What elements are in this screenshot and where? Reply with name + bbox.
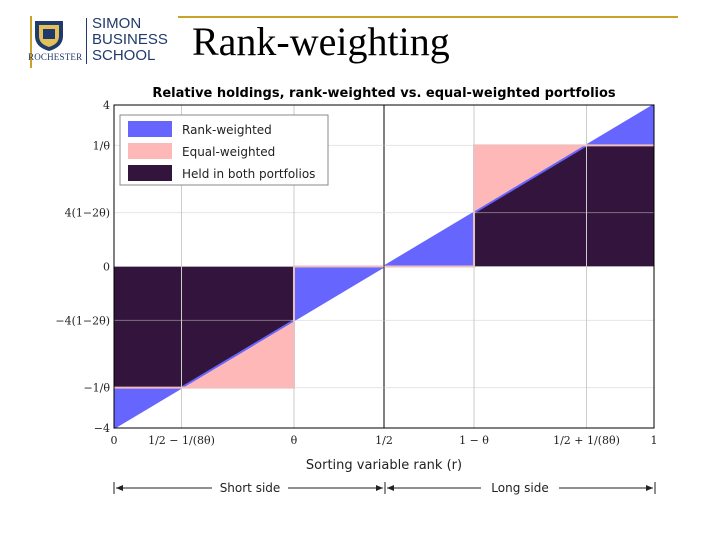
logo-university: ROCHESTER <box>28 52 83 62</box>
arrow-head-icon <box>646 485 653 491</box>
logo-line-2: BUSINESS <box>92 31 168 48</box>
legend-rank-label: Rank-weighted <box>182 123 272 137</box>
y-tick-label-6: −4 <box>94 422 110 435</box>
plot-frame <box>113 104 655 429</box>
legend-equal-label: Equal-weighted <box>182 145 275 159</box>
legend-swatch-rank <box>128 121 172 137</box>
legend: Rank-weighted Equal-weighted Held in bot… <box>119 114 329 186</box>
x-tick-label-2: θ <box>291 434 298 447</box>
y-tick-label-2: 4(1−2θ) <box>65 207 110 220</box>
tick-labels: 0 1/2 − 1/(8θ) θ 1/2 1 − θ 1/2 + 1/(8θ) 1 4 1/θ 4… <box>55 99 657 447</box>
header-accent-left <box>30 16 32 68</box>
x-tick-label-4: 1 − θ <box>459 434 489 447</box>
logo-divider <box>86 18 87 64</box>
legend-both-label: Held in both portfolios <box>182 167 315 181</box>
logo-line-3: SCHOOL <box>92 47 156 64</box>
x-tick-label-0: 0 <box>111 434 118 447</box>
logo-wordmark: SIMON BUSINESS SCHOOL <box>92 16 168 64</box>
both-area-long <box>474 145 654 267</box>
y-tick-label-1: 1/θ <box>93 139 111 152</box>
grid-lines <box>114 105 654 428</box>
plot-area <box>113 104 655 429</box>
y-tick-label-0: 4 <box>103 99 110 112</box>
short-side-label: Short side <box>220 481 281 495</box>
logo-line-1: SIMON <box>92 15 142 32</box>
arrow-head-icon <box>116 485 123 491</box>
y-tick-label-5: −1/θ <box>83 382 110 395</box>
header-accent-rule <box>178 16 678 18</box>
legend-swatch-equal <box>128 143 172 159</box>
chart-title: Relative holdings, rank-weighted vs. equ… <box>152 86 616 101</box>
legend-swatch-both <box>128 165 172 181</box>
x-tick-label-3: 1/2 <box>375 434 393 447</box>
both-area-short <box>114 266 294 388</box>
school-logo: ROCHESTER SIMON BUSINESS SCHOOL <box>28 16 168 68</box>
arrow-head-icon <box>376 485 383 491</box>
y-tick-label-3: 0 <box>103 261 110 274</box>
long-side-label: Long side <box>491 481 548 495</box>
arrow-head-icon <box>387 485 394 491</box>
y-tick-label-4: −4(1−2θ) <box>55 314 110 327</box>
x-tick-label-1: 1/2 − 1/(8θ) <box>148 434 215 447</box>
slide-title: Rank-weighting <box>192 19 450 64</box>
x-tick-label-6: 1 <box>651 434 658 447</box>
shield-icon <box>35 21 63 51</box>
x-tick-label-5: 1/2 + 1/(8θ) <box>553 434 620 447</box>
x-axis-label: Sorting variable rank (r) <box>306 458 462 473</box>
side-indicators: Short side Long side <box>113 481 656 495</box>
